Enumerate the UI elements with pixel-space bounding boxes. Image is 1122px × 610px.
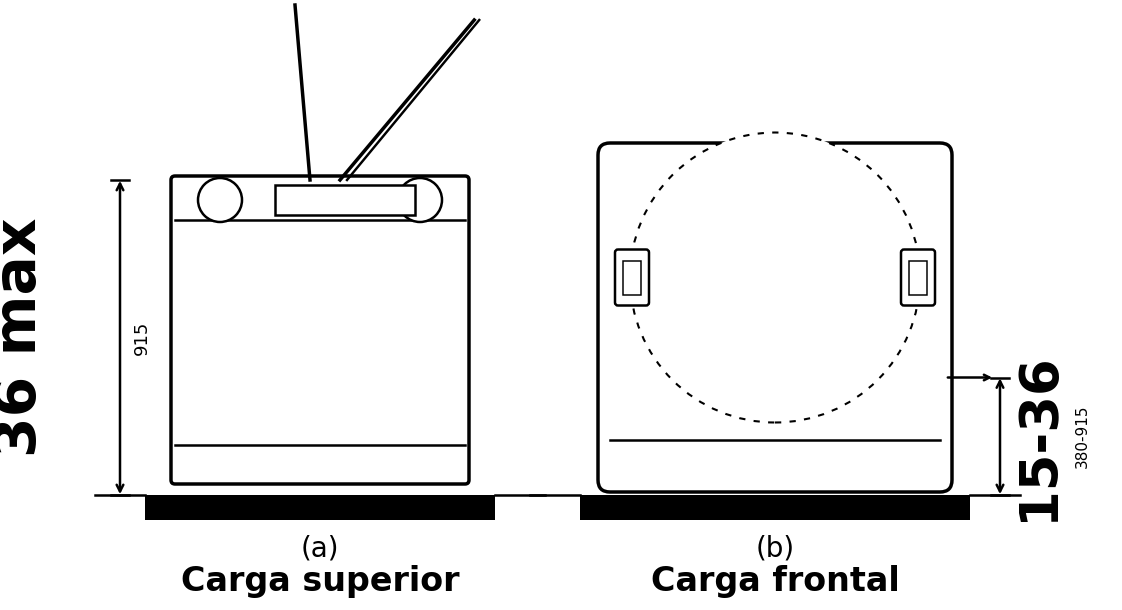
Circle shape	[650, 152, 900, 403]
Circle shape	[675, 178, 875, 378]
FancyBboxPatch shape	[901, 249, 935, 306]
Text: Carga frontal: Carga frontal	[651, 565, 900, 598]
Text: (a): (a)	[301, 534, 339, 562]
Bar	[275, 185, 415, 215]
Bar	[909, 260, 927, 295]
Bar	[145, 495, 495, 520]
Text: 15-36: 15-36	[1012, 352, 1064, 520]
Text: 380-915: 380-915	[1075, 404, 1089, 468]
Circle shape	[398, 178, 442, 222]
Circle shape	[197, 178, 242, 222]
Text: 36 máx: 36 máx	[0, 218, 48, 458]
Circle shape	[703, 206, 847, 350]
Bar	[623, 260, 641, 295]
Circle shape	[629, 132, 920, 423]
FancyBboxPatch shape	[598, 143, 951, 492]
FancyBboxPatch shape	[171, 176, 469, 484]
Bar	[580, 495, 971, 520]
Text: (b): (b)	[755, 534, 794, 562]
Text: Carga superior: Carga superior	[181, 565, 459, 598]
FancyBboxPatch shape	[615, 249, 649, 306]
Text: 915: 915	[134, 320, 151, 354]
